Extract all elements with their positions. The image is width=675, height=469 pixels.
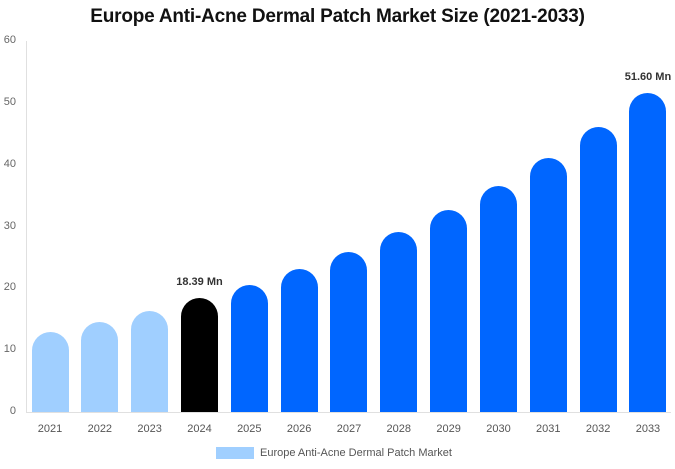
bar-2025	[230, 285, 268, 412]
x-tick-label: 2024	[187, 423, 212, 435]
plot-area	[26, 41, 675, 412]
x-tick-label: 2027	[336, 423, 362, 435]
x-axis-line	[26, 412, 671, 413]
x-tick-label: 2032	[585, 423, 611, 435]
x-tick-label: 2030	[486, 423, 511, 435]
x-tick-label: 2028	[386, 423, 412, 435]
bar-2022	[81, 321, 119, 412]
bar-2033	[629, 92, 667, 412]
bar-2024	[180, 298, 218, 412]
bar-2021	[31, 332, 69, 412]
bar-2030	[479, 185, 517, 412]
legend-swatch	[216, 447, 254, 459]
y-tick-label: 40	[3, 157, 16, 170]
y-tick-label: 0	[9, 405, 16, 417]
bar-2029	[430, 209, 468, 412]
bar-2023	[131, 311, 169, 412]
x-tick-label: 2025	[237, 423, 262, 435]
y-axis-line	[26, 41, 27, 412]
x-tick-label: 2031	[536, 423, 561, 435]
bar-2032	[579, 126, 617, 412]
legend-label: Europe Anti-Acne Dermal Patch Market	[260, 447, 452, 459]
bar-2031	[529, 157, 567, 412]
y-tick-label: 30	[3, 219, 16, 232]
y-tick-label: 50	[3, 95, 16, 108]
x-tick-label: 2026	[286, 423, 312, 435]
chart-title: Europe Anti-Acne Dermal Patch Market Siz…	[90, 6, 585, 27]
y-tick-label: 20	[3, 281, 16, 294]
x-tick-label: 2033	[635, 423, 661, 435]
bar-2026	[280, 269, 318, 412]
x-tick-label: 2022	[87, 423, 113, 435]
value-label-2024: 18.39 Mn	[176, 276, 223, 289]
y-tick-label: 60	[3, 34, 16, 46]
bar-2028	[380, 232, 418, 412]
x-tick-label: 2023	[137, 423, 162, 435]
bar-2027	[330, 251, 368, 412]
legend: Europe Anti-Acne Dermal Patch Market	[216, 447, 452, 459]
y-tick-label: 10	[3, 343, 16, 356]
value-label-2033: 51.60 Mn	[624, 70, 672, 83]
x-tick-label: 2029	[436, 423, 461, 435]
x-tick-label: 2021	[37, 423, 63, 435]
